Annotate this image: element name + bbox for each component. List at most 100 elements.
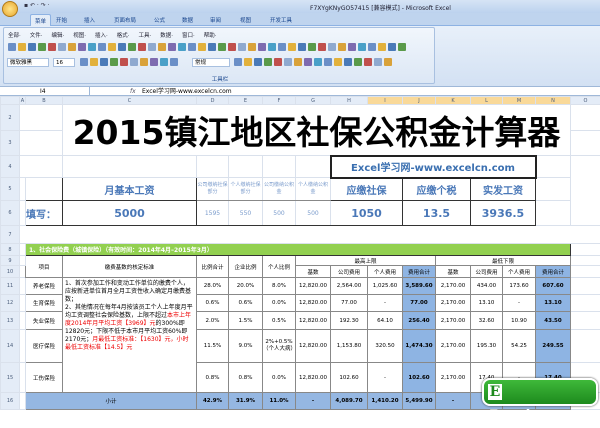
menu-item-2[interactable]: 编辑· [52, 33, 65, 39]
toolbar-button-icon[interactable] [108, 43, 116, 51]
menu-item-3[interactable]: 视图· [73, 33, 86, 39]
subtotal-u_base[interactable]: - [296, 393, 331, 410]
header-upper-limit[interactable]: 最高上限 [296, 256, 436, 266]
cell-u_base[interactable]: 12,820.00 [296, 363, 331, 393]
cell-co[interactable]: 20.0% [229, 278, 263, 295]
row-header-5[interactable]: 5 [1, 178, 20, 201]
column-header-G[interactable]: G [296, 97, 331, 105]
cell[interactable] [263, 156, 296, 178]
toolbar-button-icon[interactable] [68, 43, 76, 51]
cell-co[interactable]: 0.8% [229, 363, 263, 393]
cell[interactable] [197, 156, 229, 178]
cell-l_co[interactable]: 434.00 [471, 278, 503, 295]
menu-item-6[interactable]: 工具· [139, 33, 152, 39]
cell[interactable] [229, 156, 263, 178]
value-co_hf[interactable]: 500 [263, 201, 296, 226]
tab-4[interactable]: 公式 [154, 16, 165, 24]
toolbar-button-icon[interactable] [278, 43, 286, 51]
toolbar-button-icon[interactable] [314, 58, 322, 66]
row-header-4[interactable]: 4 [1, 156, 20, 178]
tab-7[interactable]: 视图 [240, 16, 251, 24]
toolbar-button-icon[interactable] [208, 43, 216, 51]
toolbar-button-icon[interactable] [358, 43, 366, 51]
toolbar-button-icon[interactable] [328, 43, 336, 51]
toolbar-button-icon[interactable] [58, 43, 66, 51]
cell-co[interactable]: 9.0% [229, 330, 263, 363]
cell[interactable] [571, 278, 600, 295]
subtotal-u_sum[interactable]: 5,499.90 [403, 393, 436, 410]
cell[interactable] [20, 266, 26, 278]
toolbar-button-icon[interactable] [344, 58, 352, 66]
tab-5[interactable]: 数据 [182, 16, 193, 24]
toolbar-button-icon[interactable] [264, 58, 272, 66]
cell[interactable] [20, 105, 63, 131]
toolbar-button-icon[interactable] [138, 43, 146, 51]
column-header-E[interactable]: E [229, 97, 263, 105]
cell[interactable] [296, 156, 331, 178]
toolbar-button-icon[interactable] [48, 43, 56, 51]
toolbar-button-icon[interactable] [8, 43, 16, 51]
toolbar-button-icon[interactable] [218, 43, 226, 51]
toolbar-button-icon[interactable] [284, 58, 292, 66]
row-header-15[interactable]: 15 [1, 363, 20, 393]
toolbar-button-icon[interactable] [294, 58, 302, 66]
row-header-3[interactable]: 3 [1, 131, 20, 156]
toolbar-button-icon[interactable] [38, 43, 46, 51]
cell-total[interactable]: 0.8% [197, 363, 229, 393]
row-header-8[interactable]: 8 [1, 244, 20, 256]
header-u-base[interactable]: 基数 [296, 266, 331, 278]
value-per_hf[interactable]: 500 [296, 201, 331, 226]
cell-l_per[interactable]: 173.60 [503, 278, 536, 295]
toolbar-button-icon[interactable] [140, 58, 148, 66]
toolbar-button-icon[interactable] [288, 43, 296, 51]
cell-total[interactable]: 0.6% [197, 295, 229, 312]
value-per_ss[interactable]: 550 [229, 201, 263, 226]
header-lower-limit[interactable]: 最低下限 [436, 256, 571, 266]
select-all-corner[interactable] [1, 97, 20, 105]
header-company-ratio[interactable]: 企业比例 [229, 256, 263, 278]
header-net-salary[interactable]: 实发工资 [471, 178, 536, 201]
toolbar-button-icon[interactable] [150, 58, 158, 66]
cell-l_per[interactable]: 54.25 [503, 330, 536, 363]
cell-total[interactable]: 2.0% [197, 312, 229, 330]
tab-6[interactable]: 审阅 [210, 16, 221, 24]
column-header-F[interactable]: F [263, 97, 296, 105]
cell-u_co[interactable]: 102.60 [331, 363, 368, 393]
column-header-J[interactable]: J [403, 97, 436, 105]
toolbar-button-icon[interactable] [98, 43, 106, 51]
base-salary-input[interactable]: 5000 [63, 201, 197, 226]
cell-l_base[interactable]: 2,170.00 [436, 330, 471, 363]
toolbar-button-icon[interactable] [148, 43, 156, 51]
cell-per[interactable]: 0.0% [263, 295, 296, 312]
cell-l_sum[interactable]: 13.10 [536, 295, 571, 312]
subtotal-u_per[interactable]: 1,410.20 [368, 393, 403, 410]
toolbar-button-icon[interactable] [368, 43, 376, 51]
cell-l_sum[interactable]: 43.50 [536, 312, 571, 330]
toolbar-button-icon[interactable] [318, 43, 326, 51]
item-name[interactable]: 生育保险 [26, 295, 63, 312]
cell-u_co[interactable]: 2,564.00 [331, 278, 368, 295]
toolbar-button-icon[interactable] [130, 58, 138, 66]
header-per_hf[interactable]: 个人缴纳公积金 [296, 178, 331, 201]
column-header-I[interactable]: I [368, 97, 403, 105]
cell[interactable] [20, 131, 63, 156]
header-u-co_fee[interactable]: 公司费用 [331, 266, 368, 278]
cell-per[interactable]: 2%+0.5%（个人大病） [263, 330, 296, 363]
menu-item-4[interactable]: 插入· [95, 33, 108, 39]
row-header-16[interactable]: 16 [1, 393, 20, 410]
cell[interactable] [20, 156, 63, 178]
cell-l_sum[interactable]: 249.55 [536, 330, 571, 363]
cell-l_co[interactable]: 13.10 [471, 295, 503, 312]
cell-l_co[interactable]: 32.60 [471, 312, 503, 330]
column-header-N[interactable]: N [536, 97, 571, 105]
row-header-6[interactable]: 6 [1, 201, 20, 226]
toolbar-button-icon[interactable] [388, 43, 396, 51]
cell-l_base[interactable]: 2,170.00 [436, 363, 471, 393]
cell-u_per[interactable]: 64.10 [368, 312, 403, 330]
row-header-12[interactable]: 12 [1, 295, 20, 312]
menu-item-1[interactable]: 文件· [30, 33, 43, 39]
toolbar-button-icon[interactable] [198, 43, 206, 51]
cell-u_per[interactable]: - [368, 295, 403, 312]
header-personal-ratio[interactable]: 个人比例 [263, 256, 296, 278]
toolbar-button-icon[interactable] [160, 58, 168, 66]
